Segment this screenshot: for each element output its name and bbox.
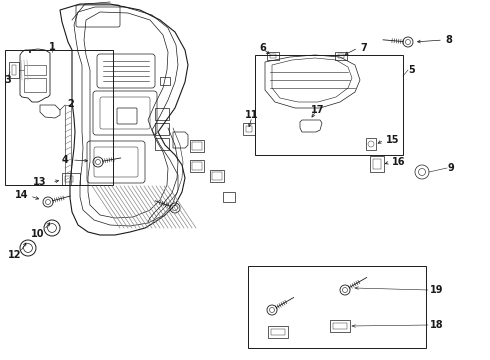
- Text: 1: 1: [49, 42, 55, 52]
- Bar: [370, 156, 384, 172]
- Bar: [190, 140, 204, 152]
- Text: 19: 19: [430, 285, 443, 295]
- Text: 15: 15: [386, 135, 399, 145]
- Bar: [155, 138, 169, 150]
- Bar: [192, 162, 202, 170]
- Bar: [62, 173, 80, 185]
- Bar: [5, 50, 113, 185]
- Text: 5: 5: [408, 65, 415, 75]
- Text: 9: 9: [448, 163, 455, 173]
- Text: 3: 3: [4, 75, 11, 85]
- Bar: [243, 123, 255, 135]
- Bar: [223, 192, 235, 202]
- Bar: [65, 176, 73, 182]
- Bar: [160, 77, 170, 85]
- Bar: [268, 326, 288, 338]
- Bar: [192, 142, 202, 150]
- Text: 10: 10: [31, 229, 45, 239]
- Bar: [330, 320, 350, 332]
- Bar: [335, 52, 347, 60]
- Bar: [248, 266, 426, 348]
- Bar: [333, 323, 347, 329]
- Bar: [373, 159, 381, 169]
- Bar: [12, 65, 16, 75]
- Text: 12: 12: [8, 250, 22, 260]
- Bar: [155, 108, 169, 120]
- Bar: [212, 172, 222, 180]
- Text: 6: 6: [260, 43, 267, 53]
- Text: 8: 8: [445, 35, 452, 45]
- Bar: [24, 78, 46, 92]
- Bar: [9, 62, 19, 78]
- Bar: [65, 105, 71, 185]
- Text: 17: 17: [311, 105, 325, 115]
- Text: 2: 2: [67, 99, 74, 109]
- Text: 13: 13: [33, 177, 47, 187]
- Bar: [271, 329, 285, 335]
- Text: 14: 14: [15, 190, 29, 200]
- Bar: [338, 54, 344, 58]
- Bar: [267, 52, 279, 60]
- Bar: [246, 126, 252, 132]
- Bar: [270, 54, 276, 58]
- Bar: [155, 123, 169, 135]
- Bar: [190, 160, 204, 172]
- Text: 11: 11: [245, 110, 259, 120]
- Bar: [24, 65, 46, 75]
- Text: 18: 18: [430, 320, 443, 330]
- Bar: [255, 55, 403, 155]
- Text: 16: 16: [392, 157, 406, 167]
- Text: 7: 7: [360, 43, 367, 53]
- Bar: [210, 170, 224, 182]
- Text: 4: 4: [61, 155, 68, 165]
- Bar: [366, 138, 376, 150]
